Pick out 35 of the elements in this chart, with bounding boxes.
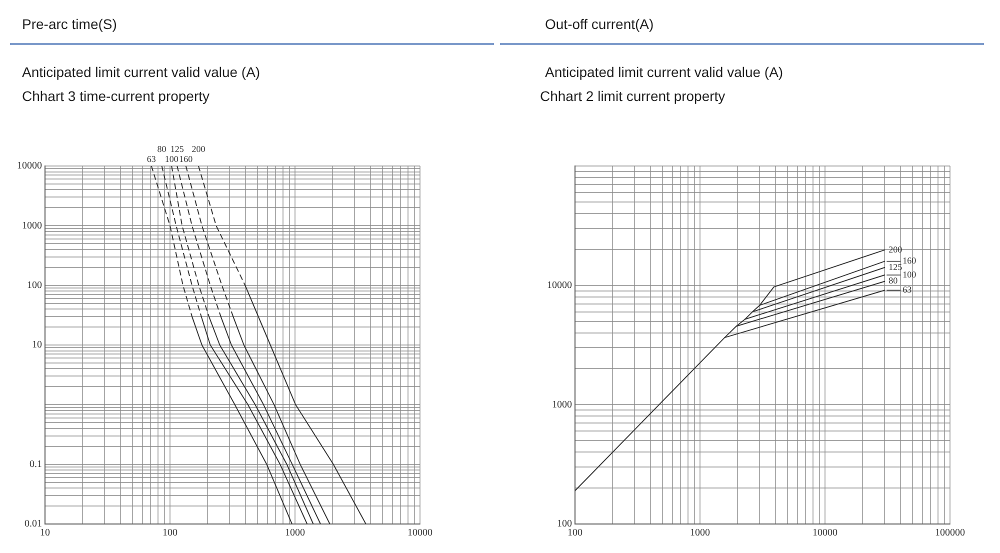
y-tick-label: 0.01 (24, 518, 42, 530)
x-tick-label: 10 (40, 528, 50, 539)
text: 63 (902, 284, 912, 295)
x-tick-label: 100000 (935, 528, 965, 539)
series-label: 200 (888, 244, 903, 254)
text: 100 (902, 269, 917, 280)
text: 160 (902, 256, 917, 266)
series-label: 160 (179, 154, 194, 164)
x-tick-label: 10000 (408, 528, 432, 539)
y-tick-label: 10000 (547, 280, 572, 291)
chart-title: Chhart 2 limit current property (540, 88, 726, 104)
y-tick-label: 1000 (552, 399, 572, 410)
series-label: 200 (192, 144, 206, 154)
x-tick-label: 100 (162, 528, 178, 539)
x-axis-title: Anticipated limit current valid value (A) (545, 64, 784, 80)
x-axis-title: Anticipated limit current valid value (A) (22, 64, 260, 80)
series-label: 63 (146, 154, 156, 164)
y-tick-label: 100 (27, 280, 42, 291)
x-tick-label: 1000 (690, 528, 710, 539)
text: Out-off current(A) (545, 16, 654, 32)
y-tick-label: 10 (32, 340, 42, 351)
x-tick-label: 100 (568, 528, 582, 539)
series-label: 80 (888, 276, 898, 286)
series-label: 100 (164, 154, 179, 164)
chart-title: Chhart 3 time-current property (22, 88, 210, 104)
x-tick-label: 1000 (285, 528, 305, 539)
text: Pre-arc time(S) (22, 16, 117, 32)
series-label: 125 (888, 262, 903, 272)
series-label: 80 (157, 144, 167, 154)
x-tick-label: 10000 (812, 528, 838, 539)
y-tick-label: 0.1 (30, 458, 42, 470)
series-label: 125 (170, 144, 184, 154)
y-tick-label: 10000 (17, 160, 42, 172)
y-tick-label: 100 (557, 518, 572, 530)
y-tick-label: 1000 (22, 220, 42, 232)
